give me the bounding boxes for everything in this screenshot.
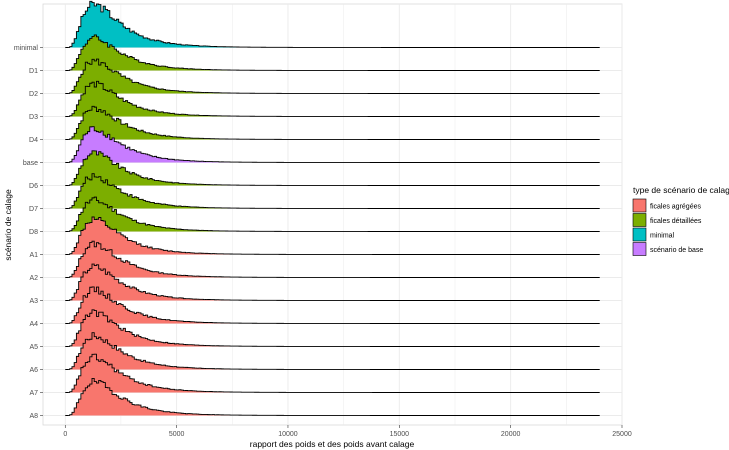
legend-swatch bbox=[632, 198, 647, 213]
ridge-fill-D6 bbox=[65, 150, 600, 186]
ridge-outline-D1 bbox=[65, 34, 600, 71]
ridge-D1 bbox=[65, 34, 600, 71]
ridge-A6 bbox=[65, 332, 600, 370]
ridge-outline-A7 bbox=[65, 353, 600, 393]
ridge-A7 bbox=[65, 353, 600, 393]
y-tick-label-base: base bbox=[23, 160, 38, 167]
ridge-outline-D6 bbox=[65, 150, 600, 186]
ridge-outline-D4 bbox=[65, 105, 600, 140]
y-tick-label-A4: A4 bbox=[29, 321, 38, 328]
ridge-D2 bbox=[65, 58, 600, 94]
y-tick-label-D1: D1 bbox=[29, 68, 38, 75]
ridge-fill-D8 bbox=[65, 197, 600, 232]
ridge-outline-D2 bbox=[65, 58, 600, 94]
ridge-fill-A6 bbox=[65, 332, 600, 370]
y-tick-label-minimal: minimal bbox=[14, 45, 39, 52]
y-tick-label-A8: A8 bbox=[29, 413, 38, 420]
x-tick-label: 0 bbox=[63, 431, 67, 438]
x-tick-label: 15000 bbox=[390, 431, 410, 438]
ridge-fill-A1 bbox=[65, 217, 600, 255]
y-tick-label-D3: D3 bbox=[29, 114, 38, 121]
ridge-outline-A1 bbox=[65, 216, 600, 255]
ridge-fill-A5 bbox=[65, 309, 600, 347]
ridge-A2 bbox=[65, 240, 600, 278]
axes: 0 5000 10000 15000 20000 25000 minimal D1 D2 D3 D4… bbox=[14, 45, 632, 438]
legend-swatch bbox=[632, 213, 647, 227]
x-tick-label: 25000 bbox=[612, 431, 632, 438]
x-axis-title: rapport des poids et des poids avant cal… bbox=[250, 439, 415, 449]
ridge-fill-D4 bbox=[65, 106, 600, 140]
legend-swatch bbox=[632, 242, 647, 256]
y-tick-label-D8: D8 bbox=[29, 229, 38, 236]
legend-swatch bbox=[632, 227, 647, 242]
ridge-A3 bbox=[65, 263, 600, 301]
ridge-fill-base bbox=[65, 126, 600, 163]
ridge-fill-A7 bbox=[65, 354, 600, 393]
ridge-base bbox=[65, 126, 600, 163]
legend: type de scénario de calage ficales agrég… bbox=[632, 185, 729, 256]
ridge-outline-A3 bbox=[65, 263, 600, 301]
y-tick-label-D7: D7 bbox=[29, 206, 38, 213]
y-tick-label-A3: A3 bbox=[29, 298, 38, 305]
y-axis-title: scénario de calage bbox=[3, 189, 13, 261]
ridge-series bbox=[65, 0, 600, 416]
ridge-outline-minimal bbox=[65, 0, 600, 48]
y-tick-label-D4: D4 bbox=[29, 137, 38, 144]
ridge-A5 bbox=[65, 309, 600, 347]
ridge-outline-D3 bbox=[65, 80, 600, 117]
y-tick-label-D2: D2 bbox=[29, 91, 38, 98]
x-tick-label: 5000 bbox=[169, 431, 185, 438]
y-tick-label-A7: A7 bbox=[29, 390, 38, 397]
ridge-D4 bbox=[65, 105, 600, 140]
ridge-fill-D3 bbox=[65, 81, 600, 117]
ridge-minimal bbox=[65, 0, 600, 48]
ridge-fill-A2 bbox=[65, 241, 600, 278]
ridge-fill-D7 bbox=[65, 173, 600, 209]
ridge-A1 bbox=[65, 216, 600, 255]
y-tick-label-A5: A5 bbox=[29, 344, 38, 351]
ridge-outline-D8 bbox=[65, 196, 600, 232]
ridge-fill-A8 bbox=[65, 378, 600, 416]
ridge-fill-minimal bbox=[65, 1, 600, 48]
ridge-outline-D7 bbox=[65, 173, 600, 209]
x-tick-label: 10000 bbox=[278, 431, 298, 438]
ridge-outline-A6 bbox=[65, 332, 600, 370]
ridge-outline-A4 bbox=[65, 286, 600, 324]
ridge-D7 bbox=[65, 173, 600, 209]
ridge-A4 bbox=[65, 286, 600, 324]
ridge-outline-base bbox=[65, 126, 600, 163]
x-tick-label: 20000 bbox=[501, 431, 521, 438]
legend-label: ficales détaillées bbox=[650, 218, 702, 225]
ridge-outline-A5 bbox=[65, 309, 600, 347]
legend-label: ficales agrégées bbox=[650, 204, 701, 211]
legend-label: scénario de base bbox=[650, 247, 703, 254]
ridge-outline-A2 bbox=[65, 240, 600, 278]
ridge-outline-A8 bbox=[65, 378, 600, 416]
panel-background bbox=[42, 3, 623, 426]
y-tick-label-A6: A6 bbox=[29, 367, 38, 374]
y-tick-label-A2: A2 bbox=[29, 275, 38, 282]
ridge-fill-A4 bbox=[65, 286, 600, 324]
ridge-fill-A3 bbox=[65, 264, 600, 301]
y-tick-label-D6: D6 bbox=[29, 183, 38, 190]
legend-label: minimal bbox=[650, 233, 675, 240]
ridge-D8 bbox=[65, 196, 600, 232]
ridge-fill-D1 bbox=[65, 34, 600, 71]
ridge-fill-D2 bbox=[65, 59, 600, 94]
legend-title: type de scénario de calage bbox=[633, 185, 729, 195]
ridge-D6 bbox=[65, 150, 600, 186]
y-tick-label-A1: A1 bbox=[29, 252, 38, 259]
ridge-A8 bbox=[65, 378, 600, 416]
ridge-D3 bbox=[65, 80, 600, 117]
